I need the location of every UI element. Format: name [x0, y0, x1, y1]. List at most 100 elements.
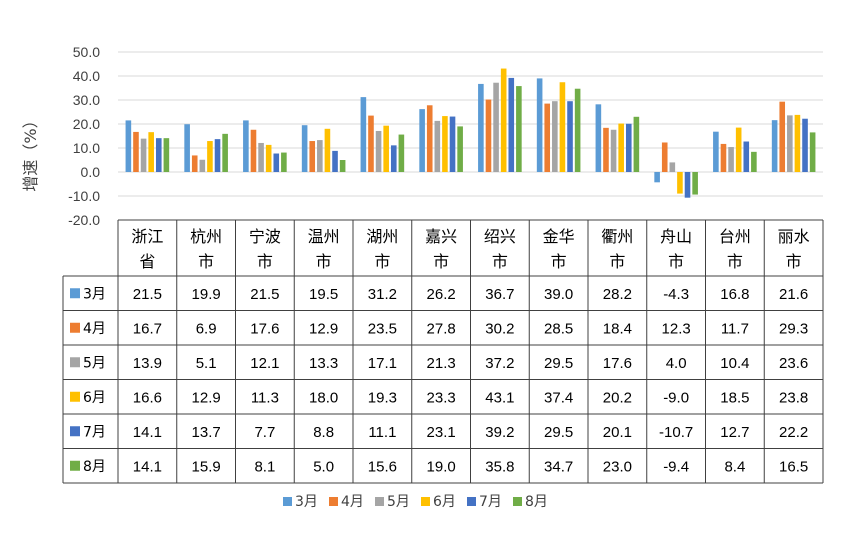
data-label: 10.4 [720, 355, 749, 372]
bar [163, 138, 170, 172]
legend-key [513, 497, 522, 506]
bar [809, 132, 816, 172]
y-tick-label: -10.0 [68, 188, 100, 204]
data-label: 8.4 [724, 458, 745, 475]
bar [500, 68, 507, 172]
bar [485, 99, 492, 172]
data-label: 23.0 [603, 458, 632, 475]
bar [516, 86, 522, 172]
legend-key [421, 497, 430, 506]
data-label: 39.2 [485, 424, 514, 441]
data-label: 23.3 [427, 389, 456, 406]
bar [419, 109, 425, 172]
data-label: 34.7 [544, 458, 573, 475]
data-label: 37.2 [485, 355, 514, 372]
bar [625, 123, 632, 172]
bar [199, 159, 206, 172]
y-tick-label: 0.0 [81, 164, 101, 180]
bar [794, 114, 801, 172]
data-label: 18.0 [309, 389, 338, 406]
bar [713, 131, 719, 172]
data-label: -4.3 [663, 286, 689, 303]
row-legend-key [70, 322, 80, 333]
bar [265, 144, 272, 172]
bar [603, 127, 609, 172]
bar [743, 141, 750, 172]
data-label: 8.1 [254, 458, 275, 475]
row-label: 3月 [83, 286, 106, 302]
bar [677, 172, 683, 194]
data-label: 16.8 [720, 286, 749, 303]
bar [273, 153, 280, 172]
bar [595, 104, 602, 172]
bar [493, 82, 499, 172]
category-label: 浙江 [131, 227, 163, 246]
bar [478, 83, 484, 172]
bar [133, 131, 139, 172]
bar [324, 128, 331, 172]
data-label: 21.5 [133, 286, 162, 303]
bar [779, 101, 786, 172]
data-label: 23.8 [779, 389, 808, 406]
y-axis-ticks: 50.0 40.0 30.0 20.0 10.0 0.0 -10.0 -20.0 [68, 44, 100, 228]
bar [802, 118, 808, 172]
data-label: 16.5 [779, 458, 808, 475]
data-label: 12.9 [192, 389, 221, 406]
data-label: 6.9 [196, 320, 217, 337]
legend-entry: 7月 [479, 494, 502, 510]
category-label: 市 [609, 252, 625, 271]
bar [207, 141, 213, 172]
category-label: 市 [551, 252, 567, 271]
row-legend-key [70, 426, 80, 437]
data-label: 36.7 [485, 286, 514, 303]
bar [191, 155, 198, 172]
bar [669, 162, 676, 172]
data-label: 20.2 [603, 389, 632, 406]
data-label: 12.1 [250, 355, 279, 372]
data-label: 14.1 [133, 424, 162, 441]
data-label: 28.5 [544, 320, 573, 337]
data-label: 15.6 [368, 458, 397, 475]
legend-entry: 8月 [525, 494, 548, 510]
bar [567, 101, 573, 172]
category-label: 湖州 [366, 227, 398, 246]
data-label: 16.7 [133, 320, 162, 337]
bar [449, 116, 456, 172]
bar [140, 138, 147, 172]
data-label: 5.1 [196, 355, 217, 372]
bar [390, 145, 397, 172]
data-label: 13.7 [192, 424, 221, 441]
bar [184, 124, 190, 172]
legend-entry: 5月 [387, 494, 410, 510]
data-label: 12.7 [720, 424, 749, 441]
legend: 3月 4月 5月 6月 7月 8月 [283, 494, 548, 510]
bar [383, 125, 389, 172]
data-label: 19.5 [309, 286, 338, 303]
bar [610, 129, 617, 172]
bar [281, 152, 287, 172]
legend-key [467, 497, 476, 506]
bar [426, 105, 433, 172]
category-label: 市 [668, 252, 684, 271]
data-label: 31.2 [368, 286, 397, 303]
bar [332, 150, 338, 172]
bar [574, 88, 581, 172]
category-label: 嘉兴 [425, 227, 457, 246]
bar [398, 134, 405, 172]
bar [360, 97, 367, 172]
bar [720, 143, 727, 172]
data-label: 19.0 [427, 458, 456, 475]
data-label: 4.0 [666, 355, 687, 372]
category-label: 衢州 [601, 227, 633, 246]
bar [442, 116, 448, 172]
data-label: 29.5 [544, 355, 573, 372]
data-label: 19.9 [192, 286, 221, 303]
row-label: 7月 [83, 424, 106, 440]
category-label: 省 [139, 252, 155, 271]
data-label: 18.4 [603, 320, 632, 337]
data-label: 11.3 [251, 389, 279, 406]
category-label: 温州 [308, 227, 340, 246]
bar [222, 133, 228, 172]
data-table: 浙江省 杭州市 宁波市 温州市 湖州市 嘉兴市 绍兴市 金华市 衢州市 舟山市 台州市 丽水市 3月 21… [62, 219, 824, 484]
